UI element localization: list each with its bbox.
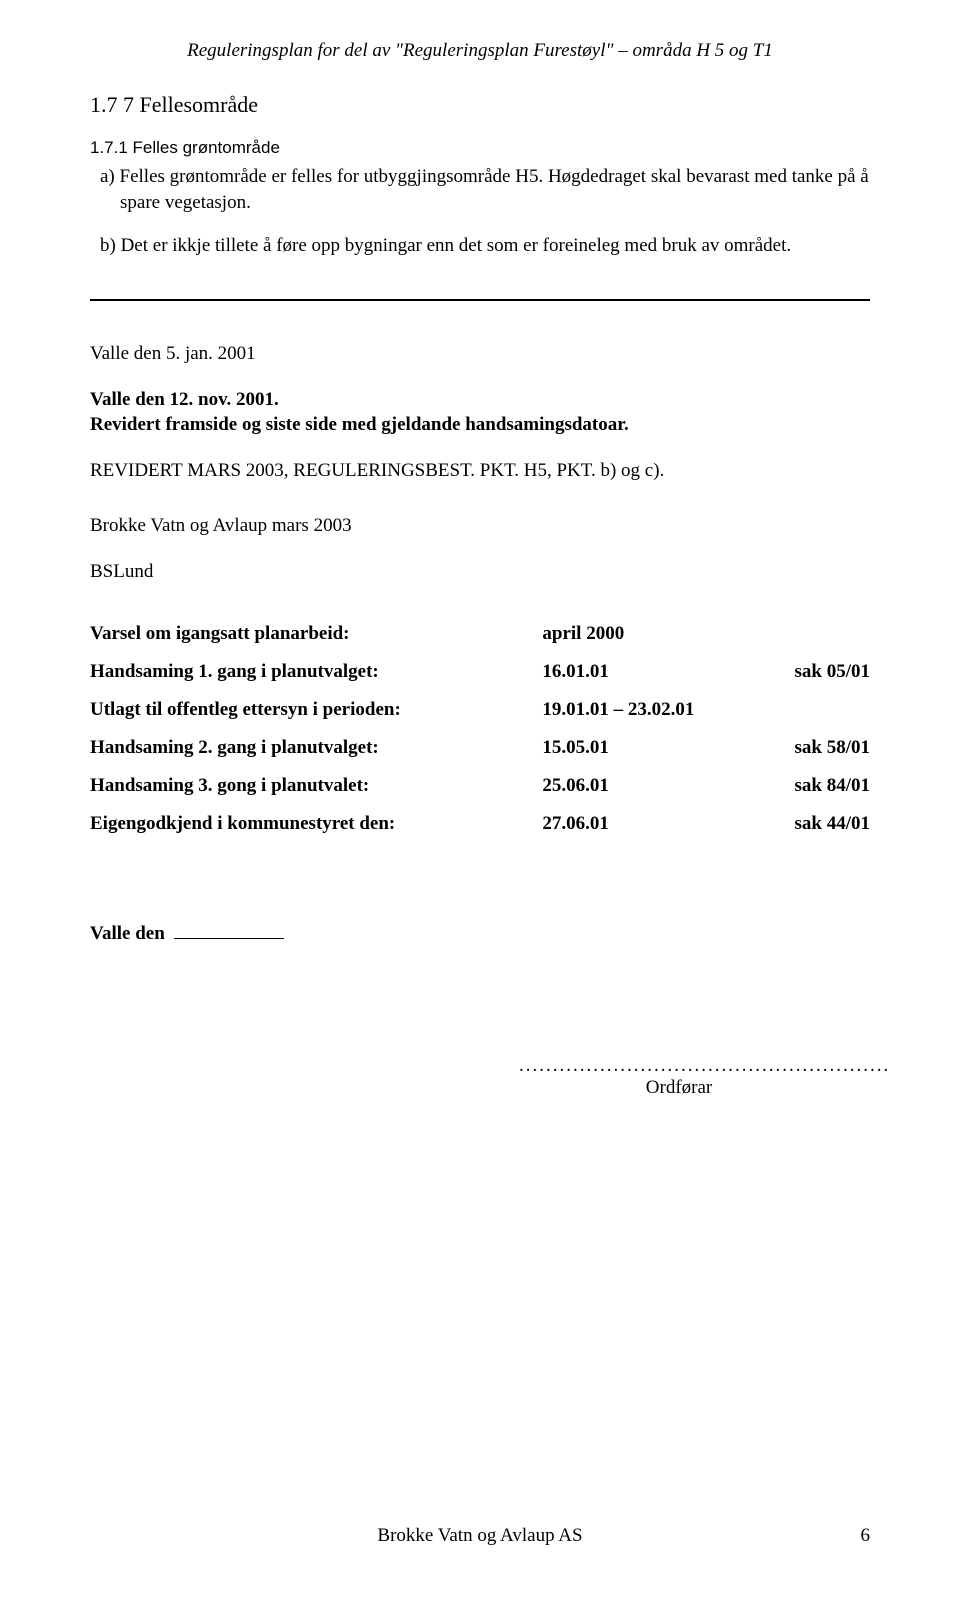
paragraph-b: b) Det er ikkje tillete å føre opp bygni… bbox=[120, 233, 870, 259]
proc-label: Handsaming 3. gong i planutvalet: bbox=[90, 767, 542, 805]
blank-line bbox=[174, 938, 284, 939]
proc-date: 27.06.01 bbox=[542, 805, 745, 843]
proc-sak: sak 44/01 bbox=[745, 805, 870, 843]
proc-sak: sak 84/01 bbox=[745, 767, 870, 805]
proceedings-table: Varsel om igangsatt planarbeid: april 20… bbox=[90, 615, 870, 843]
proc-label: Handsaming 1. gang i planutvalget: bbox=[90, 653, 542, 691]
history-line-3: REVIDERT MARS 2003, REGULERINGSBEST. PKT… bbox=[90, 458, 870, 484]
page-footer: Brokke Vatn og Avlaup AS 6 bbox=[0, 1525, 960, 1547]
history-line-2b: Revidert framside og siste side med gjel… bbox=[90, 414, 629, 435]
signature-date-line: Valle den bbox=[90, 923, 870, 945]
footer-org: Brokke Vatn og Avlaup AS bbox=[377, 1525, 582, 1546]
running-header: Reguleringsplan for del av "Reguleringsp… bbox=[90, 40, 870, 62]
table-row: Varsel om igangsatt planarbeid: april 20… bbox=[90, 615, 870, 653]
proc-date: 19.01.01 – 23.02.01 bbox=[542, 691, 745, 729]
proc-date: 16.01.01 bbox=[542, 653, 745, 691]
signature-title: Ordførar bbox=[519, 1077, 839, 1099]
proc-label: Varsel om igangsatt planarbeid: bbox=[90, 615, 542, 653]
proc-sak: sak 58/01 bbox=[745, 729, 870, 767]
table-row: Handsaming 1. gang i planutvalget: 16.01… bbox=[90, 653, 870, 691]
table-row: Handsaming 3. gong i planutvalet: 25.06.… bbox=[90, 767, 870, 805]
signature-block: ........................................… bbox=[519, 1055, 839, 1099]
document-page: Reguleringsplan for del av "Reguleringsp… bbox=[0, 0, 960, 1617]
proc-sak bbox=[745, 615, 870, 653]
proc-sak bbox=[745, 691, 870, 729]
table-row: Utlagt til offentleg ettersyn i perioden… bbox=[90, 691, 870, 729]
history-line-2: Valle den 12. nov. 2001. Revidert framsi… bbox=[90, 387, 870, 438]
page-number: 6 bbox=[861, 1525, 871, 1547]
proc-label: Eigengodkjend i kommunestyret den: bbox=[90, 805, 542, 843]
section-heading: 1.7 7 Fellesområde bbox=[90, 92, 870, 118]
proc-date: 15.05.01 bbox=[542, 729, 745, 767]
history-line-2a: Valle den 12. nov. 2001. bbox=[90, 389, 279, 410]
valle-label: Valle den bbox=[90, 923, 165, 944]
proc-label: Handsaming 2. gang i planutvalget: bbox=[90, 729, 542, 767]
signature-dots: ........................................… bbox=[519, 1055, 839, 1077]
history-line-1: Valle den 5. jan. 2001 bbox=[90, 341, 870, 367]
proc-date: april 2000 bbox=[542, 615, 745, 653]
proc-date: 25.06.01 bbox=[542, 767, 745, 805]
subsection-heading: 1.7.1 Felles grøntområde bbox=[90, 138, 870, 158]
proc-sak: sak 05/01 bbox=[745, 653, 870, 691]
paragraph-a: a) Felles grøntområde er felles for utby… bbox=[120, 164, 870, 215]
divider bbox=[90, 299, 870, 301]
history-line-5: BSLund bbox=[90, 559, 870, 585]
table-row: Handsaming 2. gang i planutvalget: 15.05… bbox=[90, 729, 870, 767]
proc-label: Utlagt til offentleg ettersyn i perioden… bbox=[90, 691, 542, 729]
table-row: Eigengodkjend i kommunestyret den: 27.06… bbox=[90, 805, 870, 843]
history-line-4: Brokke Vatn og Avlaup mars 2003 bbox=[90, 513, 870, 539]
